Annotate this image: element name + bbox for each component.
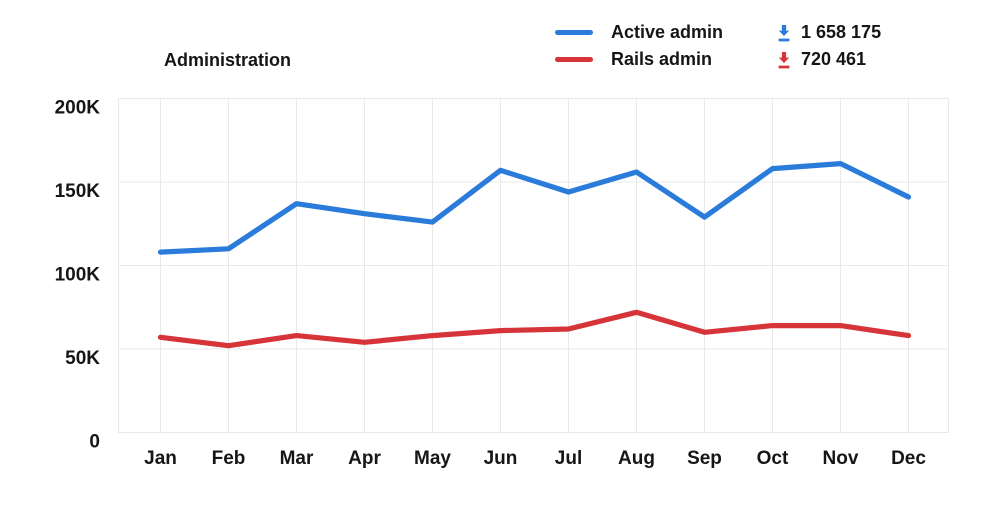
y-tick-label: 0 (89, 432, 100, 453)
series-label: Rails admin (611, 49, 713, 69)
x-tick-label: Feb (212, 448, 246, 469)
x-tick-label: Jan (144, 448, 177, 469)
x-tick-label: Jun (484, 448, 518, 469)
x-tick-label: Sep (687, 448, 722, 469)
series-label: Active admin (611, 22, 724, 42)
x-tick-label: Aug (618, 448, 655, 469)
legend-item-active-admin[interactable]: Active admin 1 658 175 (555, 19, 881, 46)
legend-item-rails-admin[interactable]: Rails admin 720 461 (555, 46, 881, 73)
y-tick-label: 200K (55, 98, 101, 119)
download-icon (776, 51, 792, 69)
y-tick-label: 150K (55, 181, 101, 202)
rails-admin-line[interactable] (157, 309, 912, 349)
x-tick-label: Mar (280, 448, 314, 469)
y-tick-label: 50K (65, 348, 100, 369)
x-tick-label: May (414, 448, 451, 469)
active-admin-line[interactable] (157, 161, 912, 255)
series-color-swatch (555, 29, 593, 36)
x-tick-label: Jul (555, 448, 582, 469)
chart-title: Administration (164, 50, 292, 70)
x-tick-label: Nov (823, 448, 859, 469)
y-tick-label: 100K (55, 265, 101, 286)
x-tick-label: Dec (891, 448, 926, 469)
x-tick-label: Oct (757, 448, 789, 469)
series-total-downloads: 720 461 (801, 49, 867, 69)
series-total-downloads: 1 658 175 (801, 22, 882, 42)
legend: Active admin 1 658 175 Rails admin 720 4… (555, 19, 881, 73)
download-icon (776, 24, 792, 42)
series-color-swatch (555, 56, 593, 63)
x-tick-label: Apr (348, 448, 381, 469)
